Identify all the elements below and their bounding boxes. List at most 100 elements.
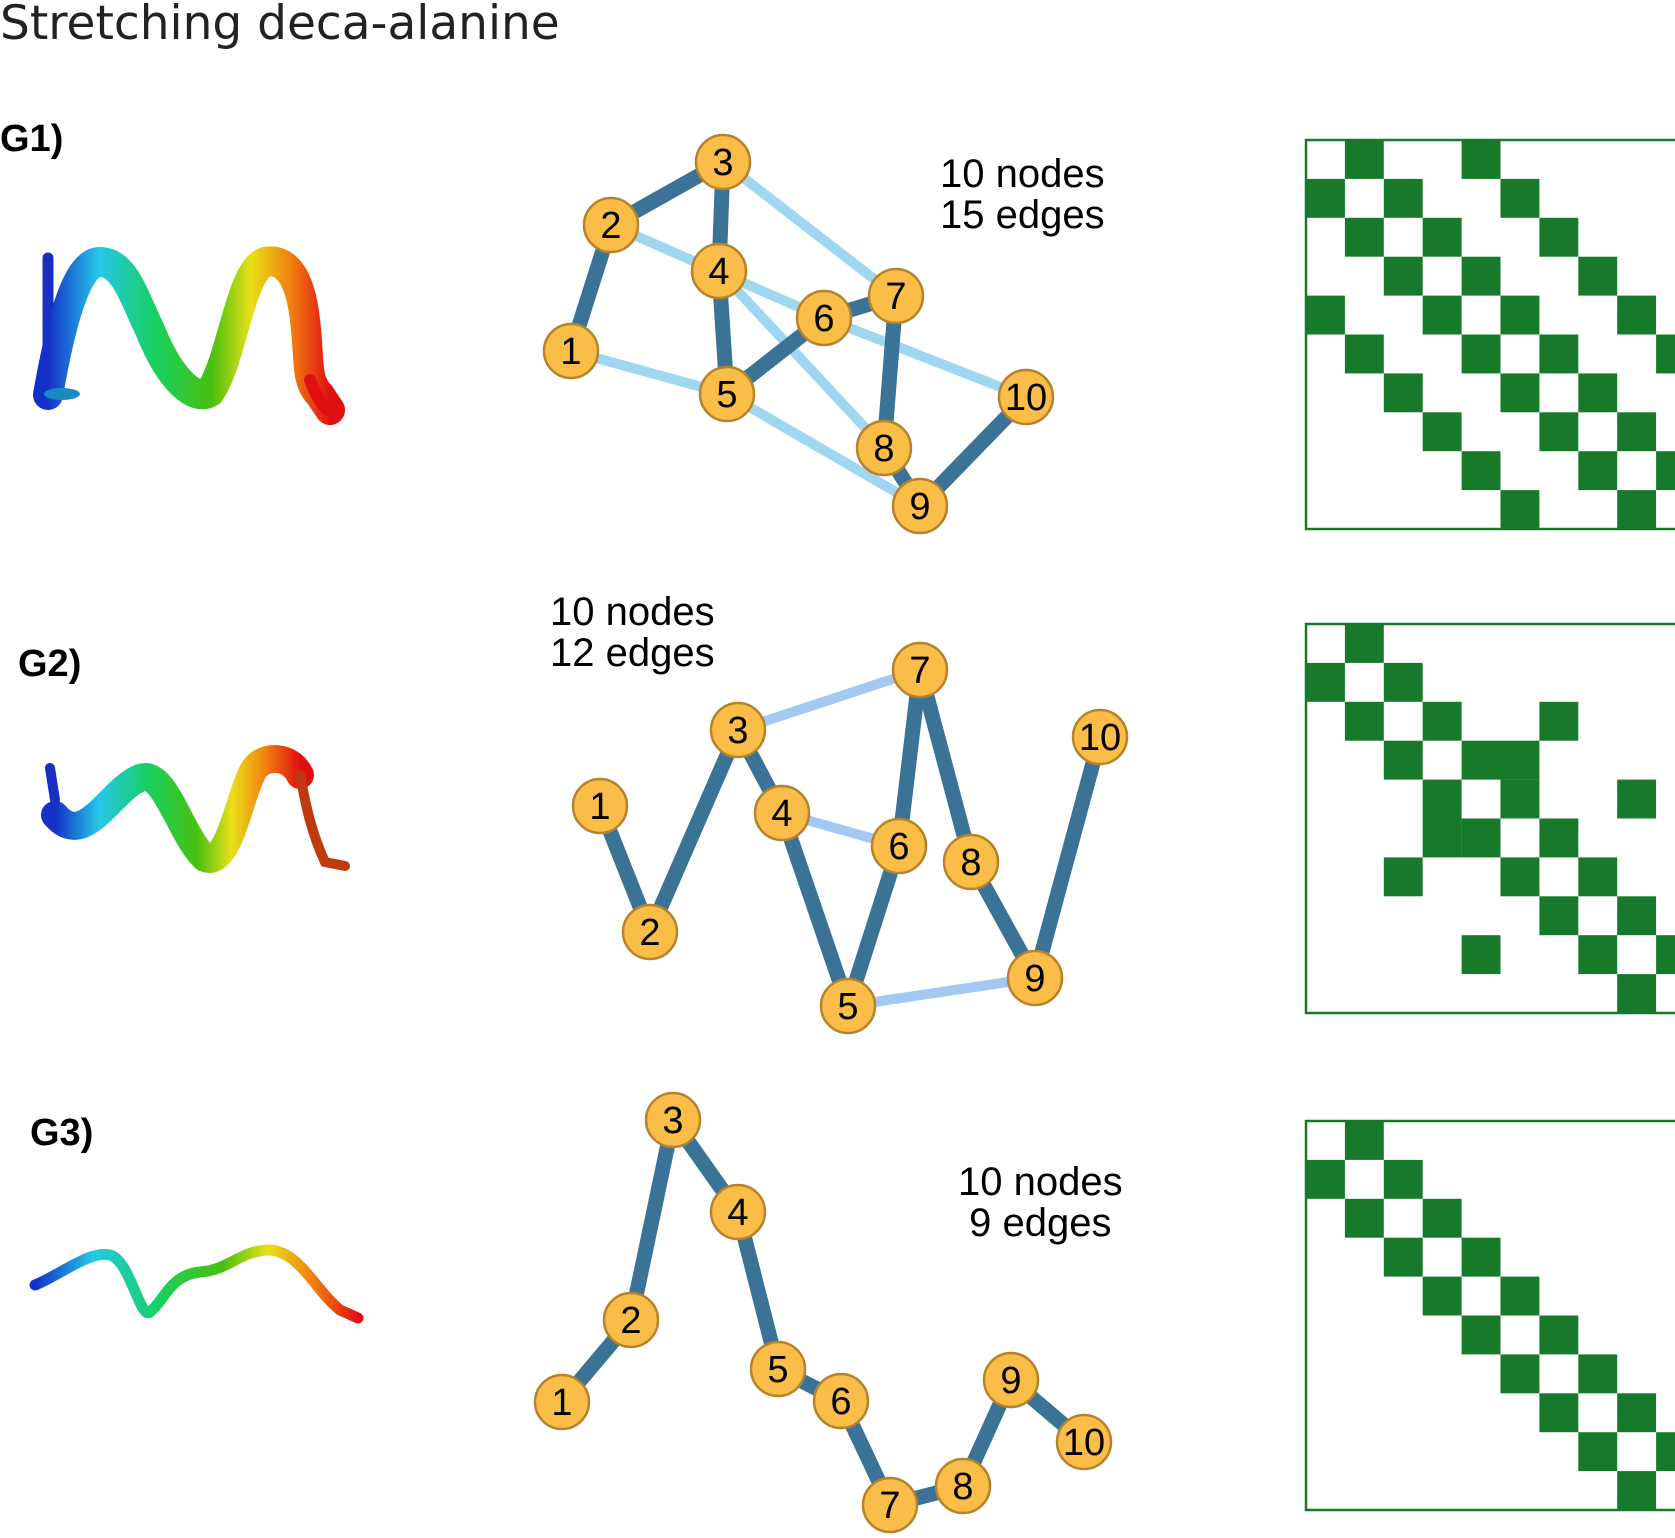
matrix-cell-9-10 (1656, 451, 1675, 491)
matrix-cell-4-5 (1461, 1237, 1501, 1277)
node-label-1: 1 (589, 786, 610, 828)
node-3 (644, 1091, 702, 1149)
network-graph-g1: 1 2 3 4 5 6 7 89 10 (542, 133, 1055, 535)
matrix-cell-3-4 (1422, 1198, 1462, 1238)
adjacency-matrix-g3 (1304, 1119, 1675, 1512)
node-8 (934, 1457, 992, 1515)
matrix-cell-8-7 (1539, 1393, 1579, 1433)
node-4 (709, 1183, 767, 1241)
node-label-7: 7 (909, 650, 930, 692)
edge-count: 12 edges (550, 631, 715, 675)
matrix-border (1304, 622, 1675, 1015)
node-label-4: 4 (771, 793, 792, 835)
node-5 (819, 977, 877, 1035)
node-1 (533, 1373, 591, 1431)
matrix-cell-9-10 (1656, 935, 1675, 975)
matrix-cell-6-7 (1539, 1315, 1579, 1355)
matrix-cell-7-8 (1578, 1354, 1618, 1394)
matrix-cell-4-3 (1383, 740, 1423, 780)
matrix-cell-7-6 (1500, 373, 1540, 413)
node-6 (870, 817, 928, 875)
strong-edge-9-10 (1027, 729, 1108, 986)
matrix-cell-4-3 (1383, 1237, 1423, 1277)
node-label-7: 7 (879, 1485, 900, 1527)
matrix-cell-2-1 (1306, 178, 1345, 218)
node-2 (602, 1291, 660, 1349)
node-9 (982, 1351, 1040, 1409)
matrix-cell-10-9 (1617, 974, 1657, 1013)
matrix-cell-6-7 (1539, 818, 1579, 858)
matrix-cell-4-8 (1578, 256, 1618, 296)
matrix-cell-4-5 (1461, 256, 1501, 296)
weak-edge-3-7 (733, 665, 925, 735)
node-count: 10 nodes (550, 590, 715, 634)
weak-edge-6-10 (819, 313, 1031, 402)
matrix-cell-9-5 (1461, 935, 1501, 975)
node-label-5: 5 (767, 1349, 788, 1391)
matrix-cell-9-5 (1461, 451, 1501, 491)
node-4 (690, 242, 748, 300)
matrix-cell-6-5 (1461, 818, 1501, 858)
node-2 (582, 196, 640, 254)
node-8 (942, 833, 1000, 891)
node-4 (753, 784, 811, 842)
matrix-cell-5-4 (1422, 295, 1462, 335)
matrix-cell-2-3 (1383, 1159, 1423, 1199)
matrix-cell-5-4 (1422, 779, 1462, 819)
node-label-3: 3 (712, 142, 733, 184)
node-label-4: 4 (727, 1192, 748, 1234)
matrix-cell-5-1 (1306, 295, 1345, 335)
matrix-cell-3-4 (1422, 217, 1462, 257)
node-label-10: 10 (1079, 717, 1121, 759)
node-label-5: 5 (716, 374, 737, 416)
matrix-cell-2-1 (1306, 662, 1345, 702)
strong-edge-7-8 (912, 662, 979, 870)
node-label-10: 10 (1005, 377, 1047, 419)
matrix-cell-7-3 (1383, 857, 1423, 897)
weak-edge-3-7 (718, 157, 901, 301)
matrix-cell-5-6 (1500, 1276, 1540, 1316)
adjacency-matrix-g1 (1304, 138, 1675, 531)
node-label-2: 2 (600, 205, 621, 247)
node-label-6: 6 (830, 1381, 851, 1423)
matrix-cell-6-5 (1461, 334, 1501, 374)
matrix-cell-1-5 (1461, 140, 1501, 179)
node-count: 10 nodes (940, 152, 1105, 196)
matrix-cell-1-2 (1344, 624, 1384, 663)
network-graph-g2: 1 2 34 5 6 7 8 9 10 (571, 641, 1129, 1035)
node-label-2: 2 (620, 1300, 641, 1342)
matrix-cell-6-2 (1344, 334, 1384, 374)
matrix-cell-1-2 (1344, 1121, 1384, 1160)
graph-label-g3: G3) (30, 1112, 94, 1154)
node-label-10: 10 (1063, 1422, 1105, 1464)
matrix-cell-2-3 (1383, 662, 1423, 702)
matrix-border (1304, 1119, 1675, 1512)
node-label-8: 8 (960, 842, 981, 884)
node-5 (749, 1340, 807, 1398)
matrix-cell-1-2 (1344, 140, 1384, 179)
node-6 (812, 1372, 870, 1430)
node-label-4: 4 (708, 251, 729, 293)
matrix-cell-5-9 (1617, 295, 1657, 335)
matrix-cell-8-4 (1422, 412, 1462, 452)
matrix-cell-3-2 (1344, 1198, 1384, 1238)
node-label-3: 3 (662, 1100, 683, 1142)
node-9 (891, 477, 949, 535)
matrix-cell-3-2 (1344, 701, 1384, 741)
matrix-cell-10-9 (1617, 490, 1657, 529)
matrix-cell-6-10 (1656, 334, 1675, 374)
matrix-cell-8-9 (1617, 1393, 1657, 1433)
node-label-9: 9 (909, 486, 930, 528)
strong-edge-4-5 (774, 805, 856, 1014)
graph-counts-g1: 10 nodes 15 edges (940, 154, 1105, 236)
node-2 (621, 903, 679, 961)
node-label-7: 7 (885, 276, 906, 318)
matrix-cell-9-8 (1578, 451, 1618, 491)
matrix-cell-7-8 (1578, 857, 1618, 897)
matrix-cell-7-6 (1500, 1354, 1540, 1394)
matrix-border (1304, 138, 1675, 531)
node-7 (867, 267, 925, 325)
matrix-cell-7-8 (1578, 373, 1618, 413)
matrix-cell-9-8 (1578, 935, 1618, 975)
matrix-cell-6-5 (1461, 1315, 1501, 1355)
